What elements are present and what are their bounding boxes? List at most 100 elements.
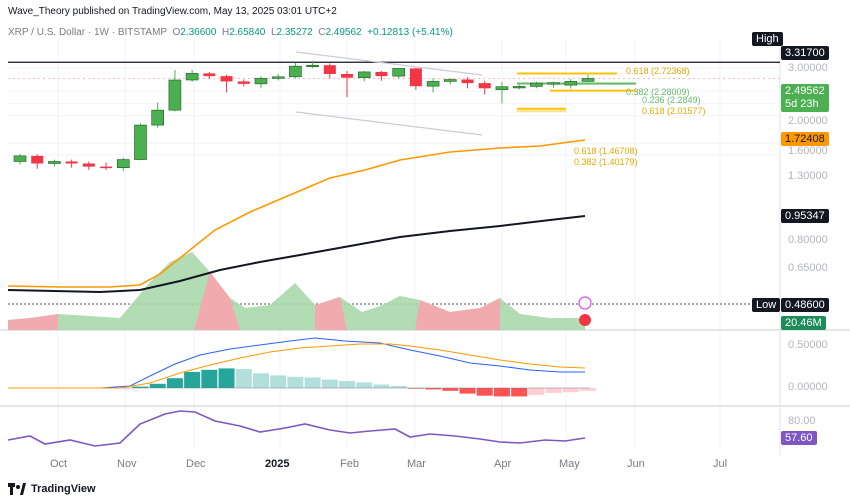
macd-histogram-bar: [339, 381, 356, 388]
volume-area-red: [415, 298, 500, 330]
high-value: 2.65840: [229, 27, 266, 38]
time-tick: Jul: [713, 458, 728, 470]
rsi-line: [7, 410, 586, 447]
macd-signal-line: [8, 343, 586, 389]
ema50-value-tag: 1.72408: [781, 132, 829, 146]
price-tick: 3.00000: [788, 62, 828, 74]
current-price-tag: 2.49562 5d 23h: [781, 84, 829, 112]
time-tick: Dec: [186, 458, 206, 470]
candle-body: [48, 161, 61, 164]
macd-histogram-bar: [425, 388, 442, 390]
candle-body: [134, 124, 147, 160]
time-tick: Nov: [117, 458, 137, 470]
macd-histogram-bar: [528, 388, 545, 395]
fib-label-618-lower: 0.618 (1.46708): [574, 146, 638, 156]
candle-body: [237, 81, 250, 84]
macd-histogram-bar: [252, 373, 269, 388]
candle-body: [461, 79, 474, 84]
fib-label-382: 0.382 (2.28009): [626, 87, 690, 97]
macd-tick: 0.00000: [788, 381, 828, 393]
macd-histogram-bar: [132, 386, 149, 388]
time-tick: Oct: [50, 458, 68, 470]
macd-histogram-bar: [373, 384, 390, 388]
candle-body: [530, 82, 543, 87]
change-value: +0.12813 (+5.41%): [367, 27, 453, 38]
price-tick: 1.60000: [788, 145, 828, 157]
fib-label-382-lower: 0.382 (1.40179): [574, 157, 638, 167]
candle-body: [495, 86, 509, 90]
candle-body: [357, 71, 371, 78]
macd-histogram-bar: [493, 388, 510, 397]
ohlc-legend: XRP / U.S. Dollar · 1W · BITSTAMP O2.366…: [8, 27, 453, 38]
price-tick: 0.65000: [788, 262, 828, 274]
channel-line-upper: [295, 51, 483, 76]
macd-histogram-bar: [201, 369, 218, 388]
candle-body: [547, 82, 560, 85]
candle-body: [375, 71, 388, 77]
symbol-label[interactable]: XRP / U.S. Dollar · 1W · BITSTAMP: [8, 27, 167, 38]
candle-body: [512, 86, 526, 89]
macd-histogram-bar: [304, 377, 321, 388]
fib-label-618-upper: 0.618 (2.72368): [626, 66, 690, 76]
macd-histogram-bar: [218, 368, 235, 388]
low-tag: Low: [752, 298, 781, 312]
fib-label-236: 0.236 (2.2849): [642, 95, 701, 105]
rsi-tick: 80.00: [788, 415, 816, 427]
macd-histogram-bar: [270, 375, 287, 388]
ema200-value-tag: 0.95347: [781, 209, 829, 223]
earnings-flag-icon: [579, 314, 591, 326]
time-tick: Jun: [627, 458, 645, 470]
candle-body: [13, 155, 27, 162]
candle-body: [168, 79, 182, 111]
candle-body: [31, 155, 44, 164]
candle-body: [323, 65, 336, 74]
time-tick: Mar: [407, 458, 426, 470]
candle-body: [271, 76, 285, 79]
macd-tick: 0.50000: [788, 339, 828, 351]
candle-body: [409, 68, 422, 87]
volume-area-red: [315, 297, 347, 330]
rsi-value-tag: 57.60: [781, 431, 817, 445]
close-value: 2.49562: [325, 27, 362, 38]
candle-body: [306, 64, 319, 68]
candle-body: [100, 166, 113, 169]
publisher-line: Wave_Theory published on TradingView.com…: [8, 6, 337, 17]
macd-histogram-bar: [442, 388, 459, 391]
macd-histogram-bar: [580, 388, 596, 391]
macd-histogram-bar: [321, 379, 338, 388]
macd-line: [8, 337, 585, 389]
candle-body: [151, 109, 164, 126]
volume-area-red: [194, 272, 240, 330]
ema50-line: [7, 139, 586, 288]
high-value-tag: 3.31700: [781, 46, 829, 60]
candle-body: [564, 81, 578, 86]
candle-body: [185, 73, 199, 81]
candle-body: [220, 76, 233, 82]
macd-histogram-bar: [562, 388, 579, 393]
candle-body: [289, 65, 302, 78]
macd-histogram-bar: [235, 369, 252, 388]
volume-area-red: [8, 314, 58, 330]
candle-body: [203, 73, 216, 77]
ema200-line: [7, 215, 586, 294]
time-tick: May: [559, 458, 580, 470]
tradingview-logo[interactable]: TradingView: [8, 483, 96, 495]
tradingview-logo-icon: [8, 483, 26, 495]
open-value: 2.36600: [180, 27, 217, 38]
candle-body: [116, 159, 130, 169]
candle-body: [392, 68, 405, 77]
macd-histogram-bar: [476, 388, 493, 396]
macd-histogram-bar: [545, 388, 562, 393]
macd-histogram-bar: [459, 388, 476, 394]
macd-histogram-bar: [356, 382, 373, 388]
macd-histogram-bar: [511, 388, 528, 397]
candle-body: [65, 161, 78, 164]
price-tick: 1.30000: [788, 170, 828, 182]
low-value-tag: 0.48600: [781, 298, 829, 312]
macd-histogram-bar: [407, 388, 424, 389]
macd-histogram-bar: [149, 383, 166, 388]
high-tag: High: [752, 32, 783, 46]
candle-body: [254, 78, 268, 85]
macd-histogram-bar: [166, 378, 183, 388]
